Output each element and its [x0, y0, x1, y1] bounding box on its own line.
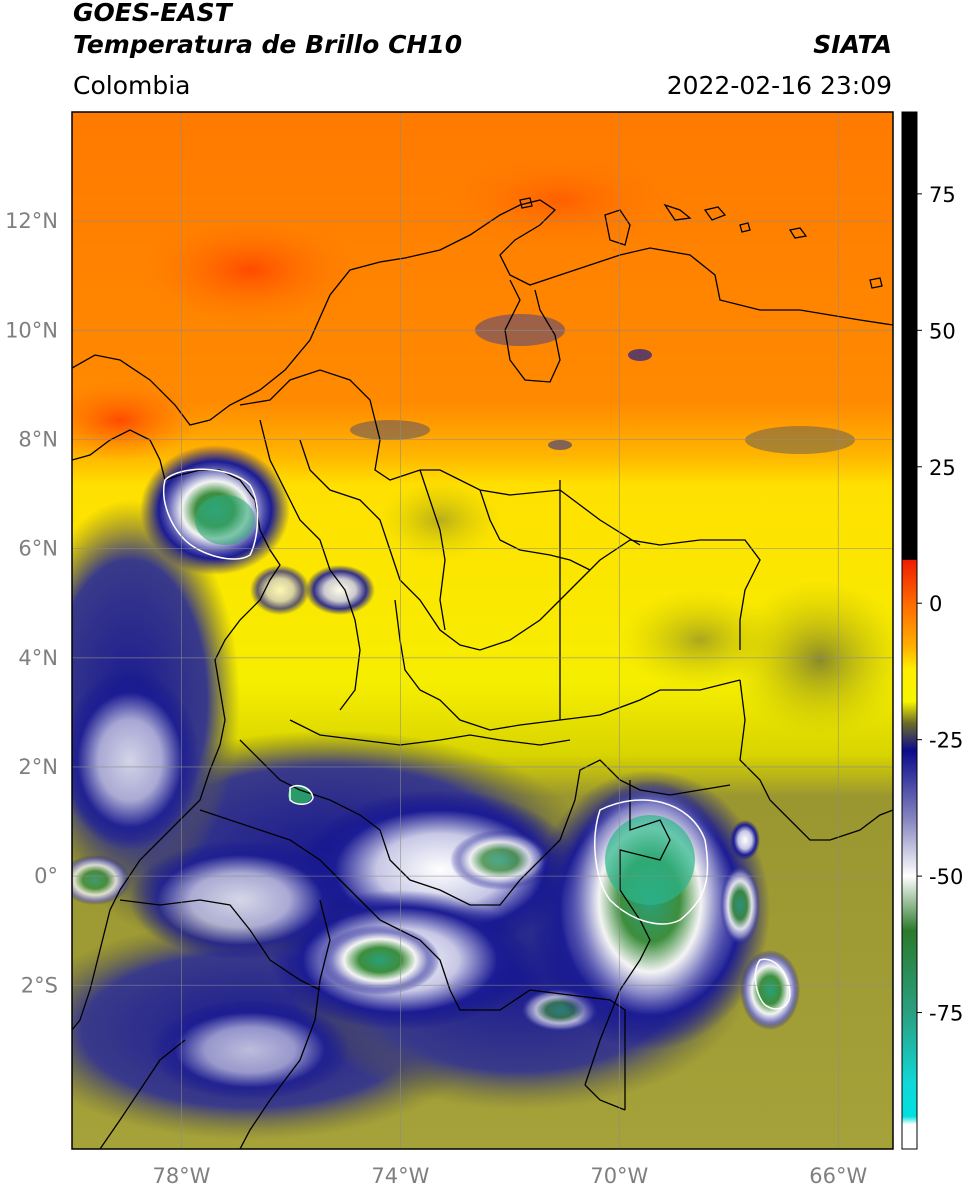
latitude-tick-label: 8°N — [18, 427, 58, 451]
longitude-tick-label: 70°W — [590, 1164, 648, 1188]
colorbar-tick-label: -75 — [929, 1002, 963, 1026]
colorbar-frame — [901, 111, 918, 1150]
latitude-tick-label: 2°S — [21, 973, 58, 997]
colorbar-ticks: 75 50 25 0 -25 -50 -75 — [917, 183, 963, 1026]
satellite-title: GOES-EAST — [73, 0, 232, 27]
latitude-tick-label: 12°N — [5, 209, 58, 233]
colorbar-tick-label: 25 — [929, 456, 956, 480]
latitude-tick-label: 10°N — [5, 318, 58, 342]
latitude-tick-label: 0° — [34, 864, 58, 888]
satellite-imagery — [72, 112, 893, 1149]
colorbar-tick-label: -50 — [929, 865, 963, 889]
datetime-label: 2022-02-16 23:09 — [666, 71, 892, 100]
longitude-ticks: 78°W 74°W 70°W 66°W — [152, 1164, 867, 1188]
latitude-tick-label: 6°N — [18, 537, 58, 561]
colorbar-tick-label: -25 — [929, 729, 963, 753]
colorbar-tick-label: 75 — [929, 183, 956, 207]
graticule — [72, 112, 893, 1149]
latitude-tick-label: 2°N — [18, 755, 58, 779]
region-label: Colombia — [73, 71, 191, 100]
map-frame — [71, 111, 894, 1150]
colorbar-gradient — [902, 112, 917, 1149]
political-boundaries — [72, 197, 893, 1149]
colorbar-tick-label: 50 — [929, 319, 956, 343]
colorbar-tick-label: 0 — [929, 592, 942, 616]
colorbar: 75 50 25 0 -25 -50 -75 — [901, 111, 963, 1150]
latitude-tick-label: 4°N — [18, 646, 58, 670]
longitude-tick-label: 74°W — [371, 1164, 429, 1188]
longitude-tick-label: 66°W — [809, 1164, 867, 1188]
product-title: Temperatura de Brillo CH10 — [73, 30, 463, 59]
agency-label: SIATA — [813, 30, 892, 59]
longitude-tick-label: 78°W — [152, 1164, 210, 1188]
latitude-ticks: 12°N 10°N 8°N 6°N 4°N 2°N 0° 2°S — [5, 209, 58, 997]
